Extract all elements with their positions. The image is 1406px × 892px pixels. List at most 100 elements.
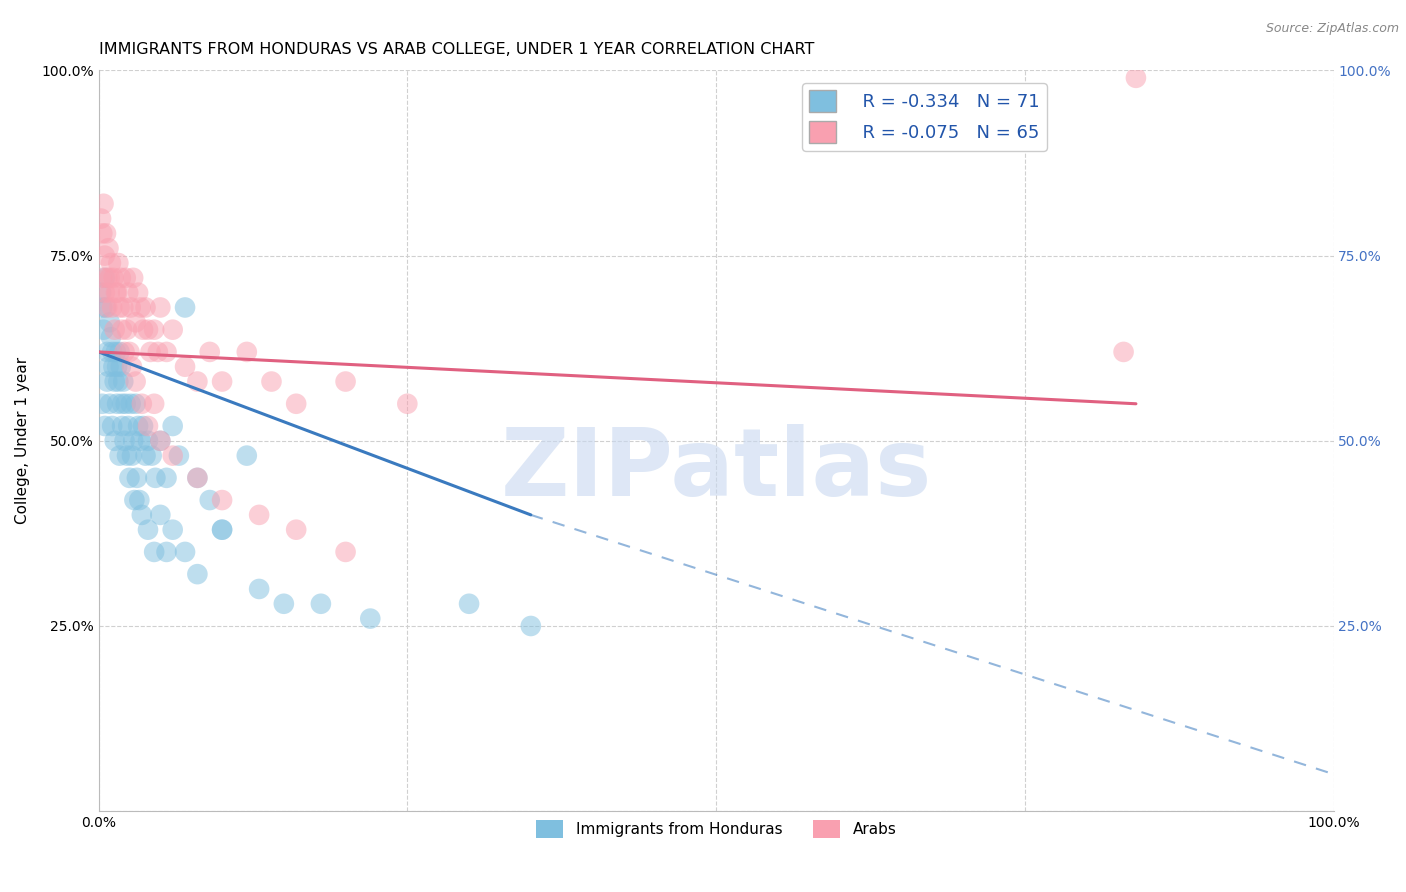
Point (149, 434, 172, 448)
Point (91, 397, 114, 411)
Point (94, 285, 117, 300)
Point (131, 397, 153, 411)
Point (132, 419, 155, 434)
Point (129, 301, 152, 315)
Point (162, 523, 184, 537)
Point (167, 449, 190, 463)
Point (162, 323, 184, 337)
Point (94, 419, 117, 434)
Point (108, 449, 131, 463)
Point (174, 359, 197, 374)
Point (149, 508, 172, 522)
Point (105, 285, 128, 300)
Point (145, 471, 167, 485)
Point (104, 345, 127, 359)
Point (118, 471, 141, 485)
Point (309, 597, 332, 611)
Point (135, 449, 157, 463)
Point (101, 419, 124, 434)
Point (139, 345, 162, 359)
Point (112, 301, 135, 315)
Point (98, 315, 121, 329)
Point (132, 323, 155, 337)
Point (111, 419, 134, 434)
Point (198, 345, 221, 359)
Point (91, 301, 114, 315)
Point (211, 523, 233, 537)
Point (93, 323, 115, 337)
Point (101, 301, 124, 315)
Point (94, 301, 117, 315)
Point (247, 582, 270, 596)
Point (127, 419, 149, 434)
Point (97, 359, 120, 374)
Point (103, 270, 125, 285)
Point (141, 449, 163, 463)
Point (91, 227, 114, 241)
Point (143, 397, 166, 411)
Point (186, 471, 208, 485)
Point (211, 493, 233, 508)
Point (174, 545, 197, 559)
Point (94, 270, 117, 285)
Text: Source: ZipAtlas.com: Source: ZipAtlas.com (1265, 22, 1399, 36)
Point (117, 285, 139, 300)
Point (135, 301, 157, 315)
Point (155, 471, 177, 485)
Point (94, 249, 117, 263)
Point (117, 419, 139, 434)
Point (120, 301, 142, 315)
Point (186, 375, 208, 389)
Point (98, 285, 121, 300)
Text: ZIPatlas: ZIPatlas (501, 425, 932, 516)
Point (273, 597, 295, 611)
Point (90, 285, 112, 300)
Point (335, 375, 357, 389)
Point (121, 449, 143, 463)
Point (124, 315, 146, 329)
Point (146, 345, 169, 359)
Y-axis label: College, Under 1 year: College, Under 1 year (15, 357, 30, 524)
Point (111, 397, 134, 411)
Point (260, 375, 283, 389)
Point (108, 345, 131, 359)
Point (236, 449, 259, 463)
Point (124, 493, 146, 508)
Point (155, 345, 177, 359)
Point (136, 434, 159, 448)
Point (124, 397, 146, 411)
Point (97, 241, 120, 255)
Point (129, 434, 152, 448)
Point (124, 375, 146, 389)
Point (90, 211, 112, 226)
Point (458, 597, 481, 611)
Point (114, 397, 136, 411)
Point (114, 434, 136, 448)
Point (396, 397, 419, 411)
Point (104, 285, 127, 300)
Point (162, 419, 184, 434)
Point (149, 434, 172, 448)
Point (143, 545, 166, 559)
Point (110, 270, 132, 285)
Point (114, 345, 136, 359)
Point (96, 270, 118, 285)
Point (174, 301, 197, 315)
Point (149, 301, 172, 315)
Point (211, 523, 233, 537)
Point (115, 449, 138, 463)
Point (100, 330, 122, 344)
Point (105, 397, 128, 411)
Point (198, 493, 221, 508)
Point (100, 256, 122, 270)
Point (105, 359, 128, 374)
Point (121, 359, 143, 374)
Point (136, 523, 159, 537)
Point (114, 270, 136, 285)
Point (136, 419, 159, 434)
Point (104, 375, 127, 389)
Legend: Immigrants from Honduras, Arabs: Immigrants from Honduras, Arabs (530, 814, 903, 845)
Point (211, 375, 233, 389)
Point (136, 323, 159, 337)
Point (91, 270, 114, 285)
